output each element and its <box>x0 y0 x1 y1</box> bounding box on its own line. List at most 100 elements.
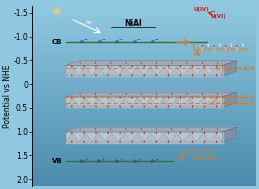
Polygon shape <box>66 132 223 143</box>
Bar <box>32 180 256 181</box>
Bar <box>32 47 256 48</box>
Bar <box>32 93 256 94</box>
Bar <box>32 65 256 66</box>
Bar <box>32 26 256 27</box>
Circle shape <box>187 93 188 95</box>
Bar <box>32 8 256 9</box>
Bar <box>32 7 256 8</box>
Bar <box>32 156 256 157</box>
Circle shape <box>95 65 97 68</box>
Bar <box>32 43 256 44</box>
Polygon shape <box>79 66 92 75</box>
Bar <box>32 185 256 186</box>
Circle shape <box>180 96 181 99</box>
Bar <box>32 6 256 7</box>
Bar <box>32 24 256 25</box>
Bar <box>32 92 256 93</box>
Circle shape <box>110 128 111 130</box>
Circle shape <box>192 105 193 108</box>
Bar <box>32 145 256 146</box>
Bar <box>32 9 256 10</box>
Bar <box>32 83 256 84</box>
Text: $h^+$: $h^+$ <box>78 157 89 166</box>
Bar <box>32 76 256 77</box>
Bar <box>32 147 256 148</box>
Circle shape <box>80 93 81 95</box>
Circle shape <box>230 43 232 47</box>
Bar <box>32 20 256 21</box>
Bar <box>32 129 256 130</box>
Bar <box>32 33 256 34</box>
Bar <box>32 78 256 79</box>
Bar <box>32 134 256 135</box>
Bar <box>32 133 256 134</box>
Bar <box>32 175 256 176</box>
Bar <box>32 69 256 70</box>
Circle shape <box>242 43 244 47</box>
Circle shape <box>156 96 157 99</box>
Bar <box>32 127 256 128</box>
Circle shape <box>225 47 227 51</box>
Bar <box>32 107 256 108</box>
Bar <box>32 61 256 62</box>
Polygon shape <box>105 98 118 107</box>
Circle shape <box>95 105 97 108</box>
Bar <box>32 11 256 12</box>
Bar <box>32 123 256 124</box>
Bar <box>32 21 256 22</box>
Circle shape <box>71 65 73 68</box>
Polygon shape <box>66 92 236 97</box>
Text: ☀: ☀ <box>50 4 64 19</box>
Text: $e^-$: $e^-$ <box>150 38 161 46</box>
Bar <box>32 183 256 184</box>
Bar <box>32 97 256 98</box>
Bar <box>32 155 256 156</box>
Bar <box>32 49 256 50</box>
Polygon shape <box>66 127 236 132</box>
Circle shape <box>192 140 193 143</box>
Bar <box>32 32 256 33</box>
Bar <box>32 63 256 64</box>
Circle shape <box>204 140 205 143</box>
Polygon shape <box>66 66 79 75</box>
Text: $h^+$: $h^+$ <box>150 157 161 166</box>
Bar <box>32 184 256 185</box>
Bar <box>32 16 256 17</box>
Circle shape <box>132 132 133 134</box>
Circle shape <box>204 96 205 99</box>
Bar <box>32 59 256 60</box>
Bar <box>32 58 256 59</box>
Circle shape <box>156 105 157 108</box>
Circle shape <box>168 140 169 143</box>
Bar <box>32 164 256 165</box>
Circle shape <box>95 74 97 77</box>
Bar <box>32 87 256 88</box>
Circle shape <box>168 65 169 68</box>
Text: U(VI): U(VI) <box>210 14 226 19</box>
Bar <box>32 101 256 102</box>
Bar <box>32 130 256 131</box>
Bar <box>32 13 256 14</box>
Text: $e^-$: $e^-$ <box>132 38 143 46</box>
Polygon shape <box>118 133 131 142</box>
Bar <box>32 56 256 57</box>
Bar <box>32 166 256 167</box>
Bar <box>32 54 256 55</box>
Circle shape <box>180 65 181 68</box>
Text: $h^+$: $h^+$ <box>132 157 143 166</box>
Bar <box>32 177 256 178</box>
Polygon shape <box>92 98 105 107</box>
Bar <box>32 89 256 90</box>
Bar <box>32 135 256 136</box>
Bar <box>32 64 256 65</box>
Bar <box>32 38 256 39</box>
Circle shape <box>204 65 205 68</box>
Circle shape <box>119 132 121 134</box>
Circle shape <box>107 74 109 77</box>
Bar <box>32 115 256 116</box>
Circle shape <box>80 128 81 130</box>
Polygon shape <box>197 133 210 142</box>
Bar <box>32 143 256 144</box>
Bar <box>32 88 256 89</box>
Circle shape <box>156 65 157 68</box>
